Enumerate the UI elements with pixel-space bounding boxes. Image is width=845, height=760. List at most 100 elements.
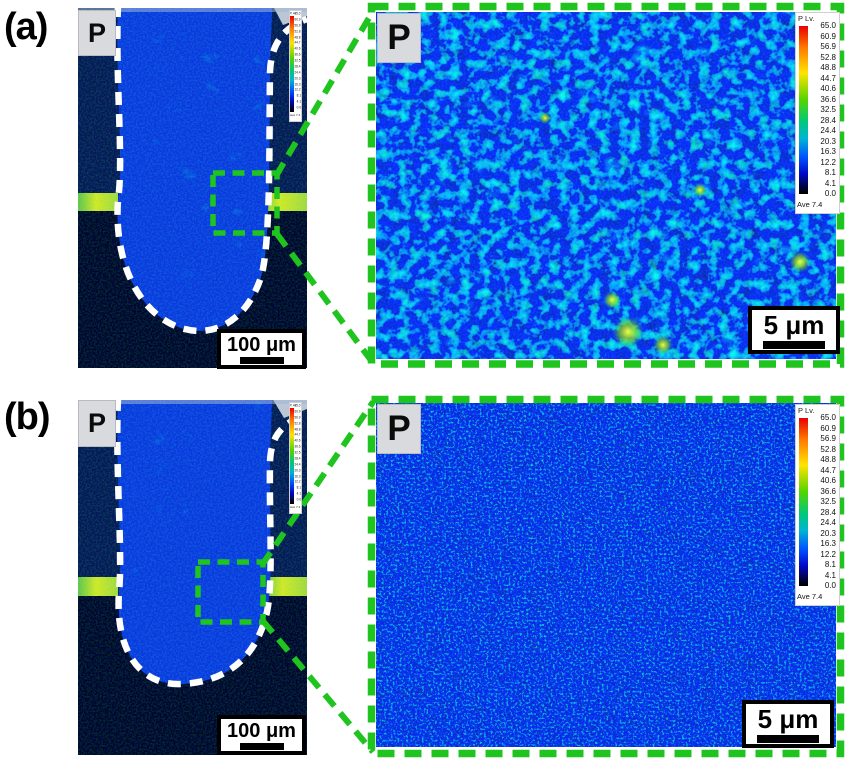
colorbar-tick-value: 48.8 <box>820 455 836 464</box>
zoom-panel-border-a <box>367 2 845 368</box>
scale-bar-line <box>763 340 825 349</box>
panel-label-b: (b) <box>4 396 51 438</box>
colorbar-tick-value: 56.9 <box>820 42 836 51</box>
colorbar-tick-value: 28.4 <box>294 456 301 461</box>
colorbar-tick-value: 36.6 <box>820 94 836 104</box>
colorbar-gradient <box>290 408 294 504</box>
colorbar-tick-value: 52.8 <box>294 29 301 33</box>
element-label-overview-a: P <box>78 10 116 56</box>
colorbar-tick-value: 60.9 <box>820 423 836 433</box>
colorbar-title: P Lv. <box>798 406 815 415</box>
colorbar-tick-value: 12.2 <box>294 87 301 92</box>
colorbar-tick-value: 65.0 <box>294 403 301 408</box>
colorbar-tick-value: 36.6 <box>820 486 836 496</box>
colorbar-tick-value: 56.9 <box>820 434 836 443</box>
element-label-zoom-b: P <box>377 404 421 454</box>
scale-bar-line <box>757 734 819 743</box>
colorbar-tick-value: 4.1 <box>824 178 836 188</box>
colorbar-gradient <box>799 26 808 194</box>
colorbar-tick-value: 60.9 <box>294 17 301 22</box>
colorbar-tick-value: 4.1 <box>296 99 301 104</box>
colorbar-tick-value: 0.0 <box>824 189 836 198</box>
scale-bar-text: 5 μm <box>757 703 819 734</box>
colorbar-tick-value: 36.6 <box>294 444 301 449</box>
element-label-overview-b: P <box>78 400 116 447</box>
zoom-connector-line <box>259 400 376 567</box>
colorbar-tick-value: 28.4 <box>820 507 836 517</box>
colorbar-tick-value: 52.8 <box>820 52 836 62</box>
colorbar-tick-value: 12.2 <box>820 549 836 559</box>
colorbar-tick-value: 44.7 <box>820 465 836 475</box>
scale-bar-line <box>239 356 284 364</box>
element-label-zoom-a: P <box>377 13 421 63</box>
colorbar-tick-value: 24.4 <box>294 462 301 466</box>
colorbar-title: P Lv. <box>290 11 297 15</box>
colorbar-tick-value: 44.7 <box>820 73 836 83</box>
colorbar-tick-value: 16.3 <box>820 539 836 548</box>
scale-bar-text: 5 μm <box>763 309 825 340</box>
colorbar-tick-value: 44.7 <box>294 40 301 45</box>
colorbar-tick-value: 8.1 <box>824 168 836 177</box>
zoom-connector-line <box>273 9 376 178</box>
colorbar-tick-value: 40.6 <box>820 84 836 93</box>
colorbar-tick-value: 48.8 <box>294 427 301 431</box>
colorbar-tick-value: 0.0 <box>824 581 836 590</box>
colorbar-tick-value: 32.5 <box>820 497 836 506</box>
colorbar-tick-value: 16.3 <box>294 82 301 86</box>
scale-bar-zoom-a: 5 μm <box>748 306 840 354</box>
colorbar-tick-value: 28.4 <box>820 115 836 125</box>
colorbar-tick-value: 20.3 <box>294 76 301 80</box>
colorbar-overview-a: P Lv. Ave 7.4 65.0 60.9 56.9 52.8 48.8 44.7 40… <box>289 10 302 122</box>
zoom-connector-line <box>274 232 376 365</box>
colorbar-tick-value: 4.1 <box>296 491 301 496</box>
colorbar-tick-value: 56.9 <box>294 23 301 27</box>
colorbar-tick-value: 24.4 <box>820 126 836 135</box>
scale-bar-overview-a: 100 μm <box>217 329 306 369</box>
colorbar-tick-value: 40.6 <box>294 438 301 443</box>
zoom-annotations <box>195 2 845 758</box>
zoom-connector-line <box>260 619 376 754</box>
panel-label-a: (a) <box>4 6 48 48</box>
colorbar-tick-value: 12.2 <box>820 157 836 167</box>
colorbar-average: Ave 7.4 <box>797 200 823 209</box>
colorbar-tick-value: 52.8 <box>294 421 301 425</box>
hot-spots <box>539 112 811 355</box>
zoom-panel-border-b <box>367 395 845 758</box>
scale-bar-line <box>239 742 284 750</box>
colorbar-tick-value: 8.1 <box>296 485 301 490</box>
colorbar-zoom-a: P Lv. Ave 7.4 65.0 60.9 56.9 52.8 48.8 44.7 40… <box>795 12 840 214</box>
colorbar-tick-value: 48.8 <box>294 35 301 39</box>
scale-bar-text: 100 μm <box>227 719 296 742</box>
colorbar-tick-value: 65.0 <box>820 413 836 422</box>
colorbar-tick-value: 52.8 <box>820 444 836 454</box>
colorbar-tick-value: 12.2 <box>294 479 301 484</box>
overview-map-b <box>78 400 307 755</box>
nugget-outline-dashed <box>114 8 307 335</box>
colorbar-tick-value: 65.0 <box>820 21 836 30</box>
scale-bar-zoom-b: 5 μm <box>742 700 834 748</box>
colorbar-tick-value: 48.8 <box>820 63 836 72</box>
colorbar-zoom-b: P Lv. Ave 7.4 65.0 60.9 56.9 52.8 48.8 44.7 40… <box>795 404 840 606</box>
colorbar-tick-value: 0.0 <box>296 105 301 110</box>
colorbar-tick-value: 16.3 <box>294 474 301 478</box>
colorbar-tick-value: 8.1 <box>296 93 301 98</box>
colorbar-tick-value: 32.5 <box>294 58 301 63</box>
overview-map-a <box>78 8 307 368</box>
colorbar-tick-value: 4.1 <box>824 570 836 580</box>
scale-bar-text: 100 μm <box>227 333 296 356</box>
colorbar-title: P Lv. <box>290 403 297 407</box>
colorbar-overview-b: P Lv. Ave 7.4 65.0 60.9 56.9 52.8 48.8 44.7 40… <box>289 402 302 514</box>
colorbar-tick-value: 65.0 <box>294 11 301 16</box>
colorbar-tick-value: 16.3 <box>820 147 836 156</box>
zoom-map-b <box>376 403 836 747</box>
colorbar-tick-value: 40.6 <box>294 46 301 51</box>
colorbar-tick-value: 36.6 <box>294 52 301 57</box>
colorbar-tick-value: 60.9 <box>820 31 836 41</box>
colorbar-tick-value: 8.1 <box>824 560 836 569</box>
colorbar-tick-value: 20.3 <box>820 136 836 146</box>
colorbar-gradient <box>799 418 808 586</box>
colorbar-average: Ave 7.4 <box>290 113 301 117</box>
colorbar-average: Ave 7.4 <box>290 505 301 509</box>
